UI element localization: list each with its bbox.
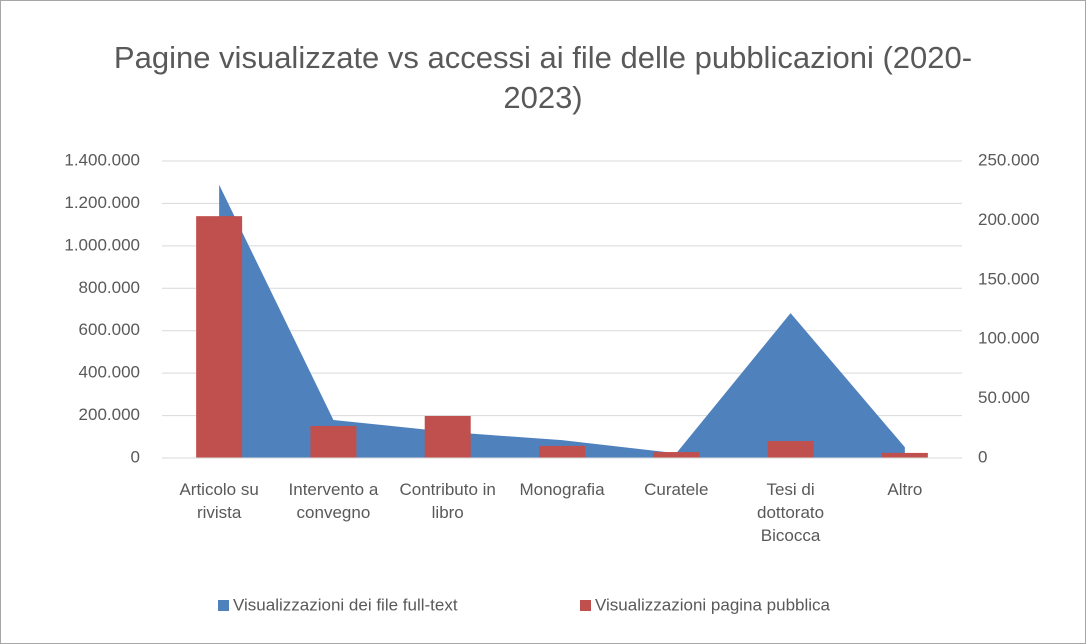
y-tick-label: 1.400.000	[64, 150, 140, 169]
y2-tick-label: 150.000	[978, 269, 1039, 288]
y-tick-label: 200.000	[79, 405, 140, 424]
y2-tick-label: 100.000	[978, 329, 1039, 348]
bar	[881, 452, 928, 458]
legend-label: Visualizzazioni dei file full-text	[233, 595, 458, 614]
y-tick-label: 600.000	[79, 320, 140, 339]
x-tick-label: Altro	[887, 480, 923, 499]
bar	[310, 425, 357, 458]
y2-tick-label: 0	[978, 447, 987, 466]
y-tick-label: 800.000	[79, 278, 140, 297]
bar	[196, 216, 243, 458]
legend-swatch	[580, 600, 591, 611]
x-tick-label: Tesi di dottorato Bicocca	[757, 480, 825, 545]
bar	[767, 441, 814, 458]
bar	[424, 415, 471, 458]
legend-swatch	[218, 600, 229, 611]
y-tick-label: 0	[131, 447, 140, 466]
x-tick-label: Articolo su rivista	[179, 480, 259, 522]
x-tick-label: Curatele	[644, 480, 709, 499]
y-tick-label: 1.000.000	[64, 235, 140, 254]
area	[219, 184, 905, 458]
x-tick-label: Contributo in libro	[399, 480, 496, 522]
y-tick-label: 400.000	[79, 363, 140, 382]
x-tick-label: Intervento a convegno	[288, 480, 379, 522]
x-tick-label: Monografia	[519, 480, 605, 499]
chart-title: Pagine visualizzate vs accessi ai file d…	[113, 40, 973, 115]
bar	[653, 452, 700, 458]
legend-label: Visualizzazioni pagina pubblica	[595, 595, 831, 614]
y-tick-label: 1.200.000	[64, 193, 140, 212]
y2-tick-label: 50.000	[978, 388, 1030, 407]
y2-tick-label: 250.000	[978, 150, 1039, 169]
y2-tick-label: 200.000	[978, 210, 1039, 229]
bar	[539, 445, 585, 458]
